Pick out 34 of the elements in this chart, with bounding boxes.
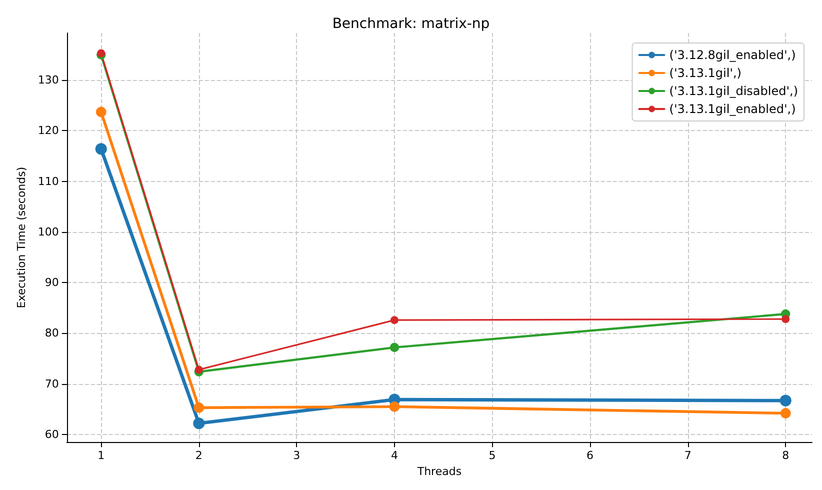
- legend-label: ('3.13.1gil',): [669, 66, 742, 80]
- y-tick-label: 80: [44, 326, 59, 340]
- point: [390, 342, 400, 352]
- legend-label: ('3.13.1gil_enabled',): [669, 102, 796, 116]
- y-axis-title: Execution Time (seconds): [15, 166, 28, 308]
- x-tick-label: 8: [782, 449, 790, 462]
- y-tick-label: 90: [44, 276, 59, 290]
- y-tick-label: 120: [38, 124, 59, 138]
- legend-label: ('3.13.1gil_disabled',): [669, 84, 798, 98]
- point: [389, 401, 400, 412]
- point: [782, 315, 790, 324]
- point: [780, 394, 792, 406]
- x-tick-label: 7: [684, 449, 692, 462]
- y-tick-label: 60: [44, 428, 59, 442]
- point: [194, 366, 203, 374]
- legend-label: ('3.12.8gil_enabled',): [669, 48, 796, 62]
- x-tick-label: 5: [488, 449, 496, 462]
- x-tick-label: 4: [390, 449, 398, 462]
- point: [390, 316, 398, 324]
- chart-title: Benchmark: matrix-np: [332, 16, 490, 32]
- y-tick-label: 100: [38, 225, 59, 238]
- point: [95, 143, 107, 155]
- x-tick-label: 2: [195, 449, 202, 462]
- point: [194, 402, 204, 413]
- x-tick-label: 1: [98, 449, 105, 462]
- y-tick-label: 110: [38, 174, 59, 188]
- x-tick-label: 3: [293, 449, 300, 462]
- x-axis-title: Threads: [416, 465, 462, 478]
- x-tick-label: 6: [586, 449, 594, 462]
- point: [96, 106, 106, 118]
- y-tick-label: 130: [38, 74, 59, 87]
- y-tick-label: 70: [44, 377, 59, 390]
- point: [780, 408, 791, 418]
- point: [193, 418, 205, 430]
